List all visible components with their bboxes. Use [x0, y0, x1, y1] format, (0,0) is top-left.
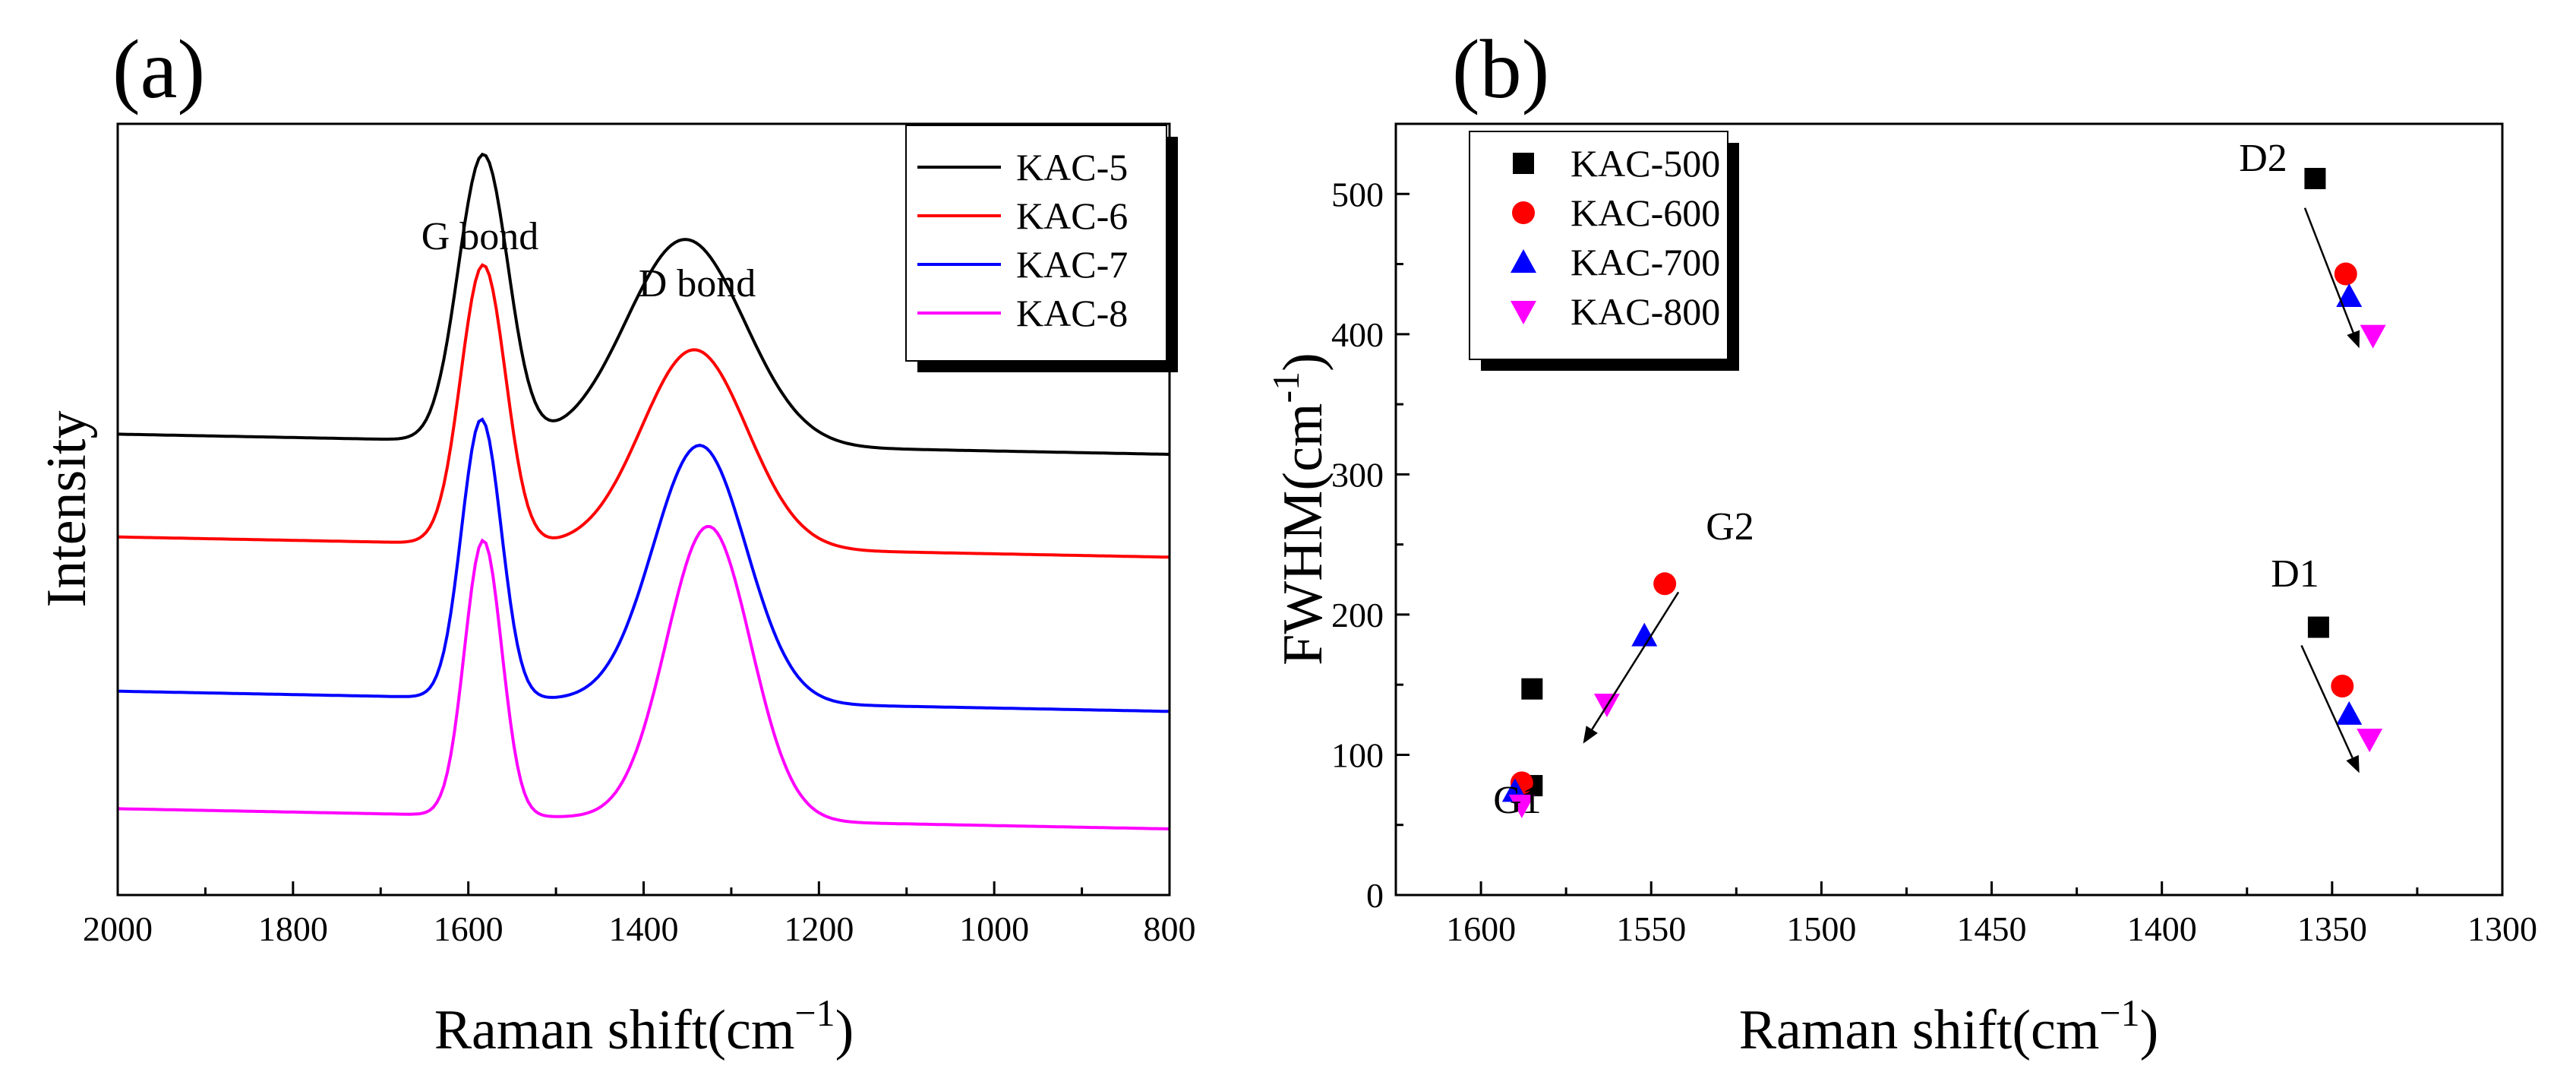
x-tick-label: 1450	[1957, 909, 2027, 948]
panel-b-legend: KAC-500 KAC-600 KAC-700 KAC-800	[1469, 131, 1739, 371]
panel-a-x-ticks: 2000 1800 1600 1400 1200 1000 800	[83, 881, 1196, 948]
d-bond-annotation: D bond	[639, 262, 756, 305]
g1-annotation: G1	[1493, 779, 1542, 822]
x-tick-label: 1400	[609, 909, 679, 948]
point-kac-500	[1521, 678, 1543, 700]
legend-box	[905, 125, 1167, 362]
point-kac-700	[1631, 622, 1658, 647]
spectrum-line-kac-7	[118, 417, 1170, 713]
panel-b-frame	[1394, 122, 2504, 897]
panel-b-scatter-points	[1501, 167, 2386, 818]
point-kac-800	[2360, 324, 2386, 349]
panel-b-x-axis-label: Raman shift(cm−1)	[1739, 992, 2159, 1061]
legend-label-kac-7: KAC-7	[1016, 243, 1128, 286]
y-tick-label: 500	[1331, 175, 1384, 213]
x-tick-label: 1200	[784, 909, 854, 948]
panel-b: (b) 1600 1550 1500 1450 1400 1350 1300 0 100 200…	[1264, 23, 2537, 1061]
legend-marker-kac-700	[1511, 249, 1536, 273]
legend-marker-kac-800	[1511, 301, 1536, 324]
x-tick-label: 1000	[959, 909, 1029, 948]
legend-label-kac-8: KAC-8	[1016, 292, 1128, 334]
panel-b-y-axis-label: FWHM(cm-1)	[1264, 353, 1334, 666]
legend-label-kac-800: KAC-800	[1571, 290, 1720, 333]
y-tick-label: 300	[1331, 455, 1384, 494]
point-kac-600	[1653, 572, 1677, 596]
panel-a-x-axis-label: Raman shift(cm−1)	[434, 992, 854, 1061]
point-kac-500	[2304, 167, 2326, 189]
x-tick-label: 1400	[2127, 909, 2197, 948]
y-tick-label: 200	[1331, 596, 1384, 634]
spectrum-line-kac-8	[117, 524, 1170, 830]
point-kac-600	[2334, 262, 2357, 286]
legend-label-kac-700: KAC-700	[1571, 241, 1720, 283]
panel-a-y-axis-label: Intensity	[36, 411, 98, 608]
panel-b-y-ticks: 0 100 200 300 400 500	[1331, 122, 1410, 915]
g-bond-annotation: G bond	[421, 215, 539, 258]
x-tick-label: 1600	[434, 909, 504, 948]
point-kac-700	[2336, 701, 2363, 725]
x-tick-label: 1550	[1616, 909, 1686, 948]
d1-trend-arrow	[2300, 644, 2360, 773]
legend-label-kac-5: KAC-5	[1016, 146, 1128, 188]
point-kac-700	[2336, 283, 2363, 307]
g2-trend-arrow	[1583, 591, 1680, 744]
x-tick-label: 800	[1144, 909, 1196, 948]
x-tick-label: 1800	[258, 909, 328, 948]
d2-trend-arrow	[2303, 207, 2360, 349]
point-kac-800	[2357, 729, 2383, 753]
point-kac-500	[2307, 616, 2329, 638]
panel-a-curves	[117, 152, 1170, 830]
x-tick-label: 1600	[1446, 909, 1516, 948]
point-kac-800	[1508, 794, 1535, 818]
legend-marker-kac-600	[1512, 201, 1535, 224]
spectrum-line-kac-6	[118, 263, 1170, 559]
spectrum-line-kac-5	[117, 152, 1170, 456]
point-kac-600	[2331, 675, 2354, 698]
x-tick-label: 1500	[1786, 909, 1856, 948]
legend-label-kac-6: KAC-6	[1016, 195, 1128, 237]
panel-a: (a) 2000 1800 1600 1400 1200 1000 800 Raman sh…	[36, 23, 1196, 1061]
panel-b-x-ticks: 1600 1550 1500 1450 1400 1350 1300	[1394, 881, 2537, 948]
panel-b-label: (b)	[1452, 23, 1549, 115]
g2-annotation: G2	[1706, 505, 1754, 549]
panel-a-legend: KAC-5 KAC-6 KAC-7 KAC-8	[905, 125, 1178, 372]
legend-box	[1469, 131, 1728, 360]
y-tick-label: 400	[1331, 315, 1384, 354]
legend-label-kac-500: KAC-500	[1571, 142, 1720, 185]
x-tick-label: 1300	[2467, 909, 2537, 948]
x-tick-label: 1350	[2297, 909, 2367, 948]
y-tick-label: 100	[1331, 735, 1384, 774]
panel-b-trend-arrows	[1583, 207, 2360, 773]
d2-annotation: D2	[2239, 137, 2287, 180]
y-tick-label: 0	[1366, 876, 1384, 915]
legend-label-kac-600: KAC-600	[1571, 191, 1720, 234]
x-tick-label: 2000	[83, 909, 153, 948]
d1-annotation: D1	[2271, 552, 2319, 596]
panel-a-label: (a)	[112, 23, 205, 115]
legend-marker-kac-500	[1513, 153, 1534, 174]
